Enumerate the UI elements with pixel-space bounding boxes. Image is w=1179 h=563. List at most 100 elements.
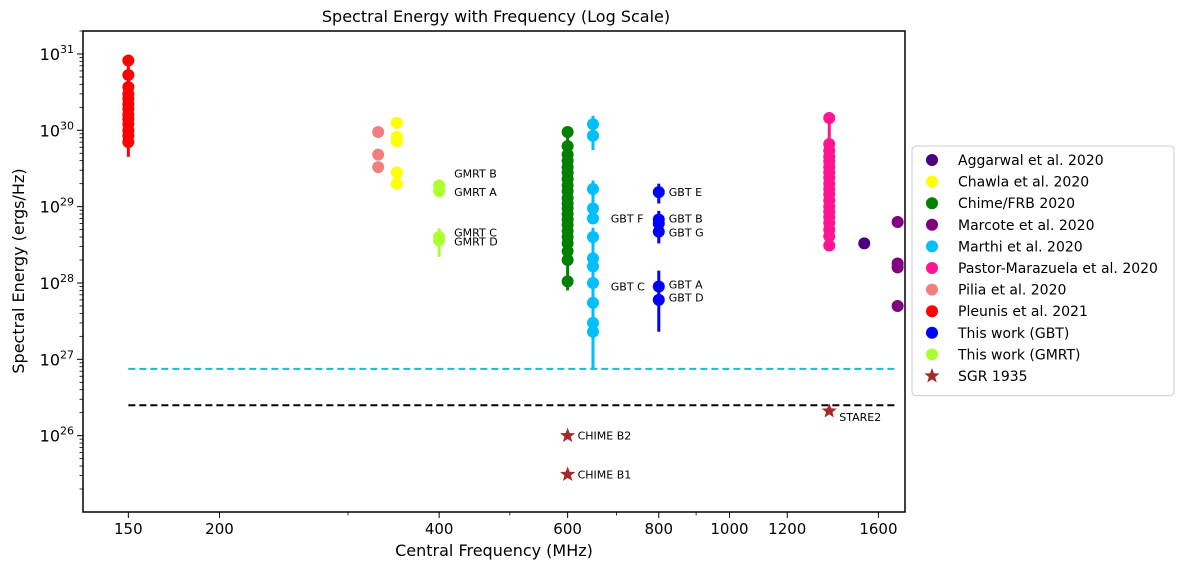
y-tick-label: 1027 — [40, 348, 74, 369]
point-label: GMRT D — [454, 235, 498, 248]
point-label: GMRT A — [454, 186, 497, 199]
data-point — [561, 140, 574, 153]
legend-marker-star — [924, 368, 940, 383]
legend-box — [911, 145, 1175, 397]
data-point — [586, 212, 599, 225]
data-point — [891, 261, 904, 274]
legend-marker — [926, 262, 938, 274]
data-point — [652, 293, 665, 306]
y-axis-label: Spectral Energy (ergs/Hz) — [9, 168, 28, 373]
data-point — [433, 185, 446, 198]
x-tick-label: 400 — [425, 520, 454, 538]
legend-marker — [926, 283, 938, 296]
legend-marker — [926, 326, 938, 339]
data-point — [372, 148, 385, 161]
point-label: CHIME B2 — [578, 430, 632, 443]
legend-marker — [926, 175, 938, 188]
point-label: GBT D — [669, 291, 704, 304]
data-point — [390, 166, 403, 179]
data-point-star — [560, 466, 576, 481]
reference-lines — [128, 367, 898, 407]
x-tick-label: 800 — [644, 520, 673, 538]
legend-label: SGR 1935 — [958, 369, 1028, 385]
data-point — [561, 245, 574, 258]
legend-marker — [926, 305, 938, 318]
data-point — [586, 202, 599, 215]
x-tick-label: 1600 — [859, 520, 897, 538]
x-tick-label: 1000 — [710, 520, 748, 538]
legend-label: This work (GBT) — [957, 326, 1069, 342]
data-point — [586, 325, 599, 338]
data-point — [891, 215, 904, 228]
data-point — [561, 254, 574, 267]
data-point — [652, 186, 665, 199]
point-label: GMRT B — [454, 168, 497, 181]
data-point — [586, 316, 599, 329]
point-label: GBT F — [611, 212, 644, 225]
data-point — [390, 177, 403, 190]
legend-label: Pilia et al. 2020 — [958, 283, 1066, 299]
point-label: STARE2 — [839, 411, 881, 424]
point-label: GBT G — [669, 226, 704, 239]
data-point-star — [821, 403, 837, 418]
legend-marker — [926, 348, 938, 361]
x-tick-label: 600 — [553, 520, 582, 538]
y-axis: 1026 1027 1028 1029 1030 1031 — [40, 30, 83, 490]
data-point-star — [560, 427, 576, 443]
data-point — [561, 275, 574, 288]
y-tick-label: 1028 — [40, 272, 74, 293]
legend-label: Aggarwal et al. 2020 — [958, 153, 1104, 169]
legend-label: Marthi et al. 2020 — [958, 239, 1083, 255]
chart-title: Spectral Energy with Frequency (Log Scal… — [322, 7, 670, 26]
data-point — [652, 280, 665, 293]
point-label: GBT A — [669, 279, 703, 292]
data-point — [122, 54, 135, 67]
data-point — [372, 161, 385, 174]
data-point — [586, 296, 599, 309]
data-point — [122, 69, 135, 82]
data-point — [586, 183, 599, 196]
data-point — [823, 239, 836, 252]
x-tick-label: 1200 — [768, 520, 806, 538]
data-points — [122, 54, 904, 481]
data-point — [586, 129, 599, 142]
x-axis: 150 200 400 600 800 1000 1200 1600 — [114, 512, 898, 538]
legend-label: This work (GMRT) — [957, 347, 1081, 363]
legend-marker — [926, 218, 938, 231]
data-point — [823, 230, 836, 243]
data-point — [122, 136, 135, 149]
data-point — [390, 116, 403, 129]
y-tick-label: 1029 — [40, 196, 74, 217]
data-point — [586, 276, 599, 289]
data-point — [586, 231, 599, 244]
x-tick-label: 150 — [114, 520, 143, 538]
data-point — [390, 135, 403, 148]
data-point — [372, 126, 385, 139]
data-point — [858, 237, 871, 250]
point-label: GBT B — [669, 212, 703, 225]
legend-marker — [926, 154, 938, 166]
plot-area — [82, 30, 906, 513]
point-label: GBT C — [611, 280, 645, 293]
legend-marker — [926, 240, 938, 253]
error-bars — [126, 60, 831, 369]
point-label: GBT E — [669, 186, 702, 199]
data-point — [891, 299, 904, 312]
legend-label: Pleunis et al. 2021 — [958, 304, 1088, 320]
data-point — [586, 118, 599, 131]
x-tick-label: 200 — [205, 520, 234, 538]
y-tick-label: 1031 — [40, 43, 74, 64]
legend: Aggarwal et al. 2020 Chawla et al. 2020 Ch… — [911, 145, 1175, 397]
data-point — [561, 126, 574, 139]
legend-label: Chime/FRB 2020 — [958, 196, 1075, 212]
data-point — [586, 260, 599, 273]
data-point — [823, 111, 836, 124]
y-tick-label: 1026 — [40, 425, 74, 446]
legend-marker — [926, 197, 938, 210]
legend-label: Pastor-Marazuela et al. 2020 — [958, 261, 1158, 277]
point-label: CHIME B1 — [578, 468, 632, 481]
legend-label: Marcote et al. 2020 — [958, 218, 1094, 234]
legend-label: Chawla et al. 2020 — [958, 175, 1089, 191]
